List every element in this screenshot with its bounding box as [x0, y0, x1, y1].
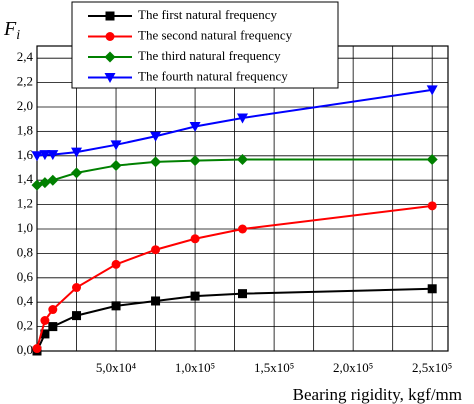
legend-marker	[104, 51, 116, 63]
x-tick-label: 1,5x10⁵	[254, 360, 294, 375]
marker	[426, 85, 438, 96]
legend-marker	[104, 73, 116, 83]
y-tick-label: 1,8	[17, 122, 33, 137]
marker	[150, 156, 162, 168]
legend-label: The fourth natural frequency	[138, 68, 288, 83]
marker	[48, 322, 58, 332]
y-tick-label: 0,2	[17, 318, 33, 333]
x-tick-label: 5,0x10⁴	[96, 360, 137, 375]
marker	[110, 140, 122, 151]
x-tick-label: 1,0x10⁵	[175, 360, 215, 375]
y-tick-label: 0,6	[17, 269, 34, 284]
marker	[39, 150, 51, 161]
y-axis-label-main: F	[3, 18, 17, 40]
x-tick-label: 2,5x10⁵	[412, 360, 452, 375]
marker	[237, 113, 248, 124]
marker	[238, 224, 247, 234]
y-tick-label: 2,4	[17, 49, 34, 64]
marker	[32, 344, 42, 354]
marker	[71, 167, 83, 179]
marker	[151, 245, 161, 255]
marker	[111, 259, 121, 269]
marker	[47, 174, 59, 186]
marker	[427, 284, 437, 294]
marker	[40, 316, 50, 325]
y-tick-label: 0,0	[17, 342, 33, 357]
marker	[238, 289, 247, 299]
plot-frame	[36, 45, 449, 352]
y-tick-label: 1,2	[17, 196, 33, 211]
marker	[190, 234, 200, 244]
marker	[237, 153, 248, 165]
marker	[48, 305, 58, 315]
marker	[71, 147, 83, 158]
y-axis-label-sub: i	[16, 28, 20, 43]
y-tick-label: 1,4	[17, 171, 34, 186]
marker	[189, 122, 201, 133]
legend-label: The third natural frequency	[138, 48, 281, 63]
marker	[40, 329, 50, 339]
marker	[426, 153, 438, 165]
legend-marker	[105, 32, 115, 41]
marker	[189, 155, 201, 167]
marker	[31, 151, 43, 162]
y-tick-label: 0,8	[17, 244, 33, 259]
y-tick-label: 2,0	[17, 98, 33, 113]
marker	[111, 301, 121, 311]
y-tick-label: 1,0	[17, 220, 33, 235]
legend-marker	[105, 11, 115, 21]
marker	[190, 291, 200, 301]
marker	[72, 283, 82, 293]
x-tick-label: 2,0x10⁵	[333, 360, 373, 375]
marker	[427, 201, 437, 211]
marker	[72, 311, 82, 321]
marker	[110, 160, 122, 172]
legend-label: The first natural frequency	[138, 7, 277, 22]
y-tick-label: 0,4	[17, 293, 34, 308]
x-axis-label: Bearing rigidity, kgf/mm	[293, 385, 462, 404]
marker	[151, 296, 161, 306]
y-tick-label: 2,2	[17, 74, 33, 89]
legend-label: The second natural frequency	[138, 27, 293, 42]
y-tick-label: 1,6	[17, 147, 34, 162]
marker	[150, 131, 162, 142]
marker	[47, 150, 59, 161]
y-axis-label: Fi	[3, 18, 20, 44]
